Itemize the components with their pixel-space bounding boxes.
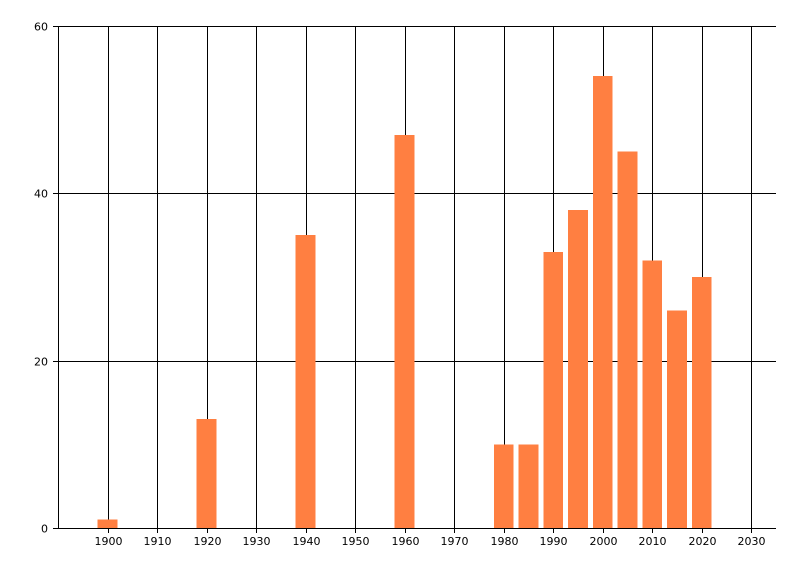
bar-2000 <box>592 76 613 528</box>
axis-layer <box>53 26 776 533</box>
x-tick-label-2030: 2030 <box>738 535 766 548</box>
x-tick-label-1950: 1950 <box>342 535 370 548</box>
y-tick-label-20: 20 <box>34 356 48 369</box>
x-tick-label-2020: 2020 <box>689 535 717 548</box>
y-tick-label-0: 0 <box>41 523 48 536</box>
bar-1990 <box>543 251 564 528</box>
bar-1980 <box>493 444 514 528</box>
bar-1985 <box>518 444 539 528</box>
y-tick-label-40: 40 <box>34 188 48 201</box>
bar-1920 <box>196 419 217 528</box>
x-tick-label-1900: 1900 <box>95 535 123 548</box>
bar-layer <box>97 76 712 529</box>
bar-1995 <box>568 210 588 529</box>
bar-2015 <box>667 310 687 528</box>
tick-label-layer: 1900 1910 1920 1930 1940 1950 1960 1970 1980 1990… <box>34 21 766 549</box>
x-tick-label-1920: 1920 <box>194 535 222 548</box>
x-tick-label-2000: 2000 <box>590 535 618 548</box>
bar-1900 <box>97 519 118 528</box>
bar-2005 <box>617 151 638 528</box>
x-tick-label-1930: 1930 <box>243 535 271 548</box>
x-tick-label-1940: 1940 <box>293 535 321 548</box>
bar-1940 <box>295 235 316 528</box>
x-tick-label-2010: 2010 <box>639 535 667 548</box>
y-tick-label-60: 60 <box>34 21 48 34</box>
x-tick-label-1980: 1980 <box>491 535 519 548</box>
x-tick-label-1960: 1960 <box>392 535 420 548</box>
bar-1960 <box>394 134 415 528</box>
x-tick-label-1910: 1910 <box>144 535 172 548</box>
bar-2020 <box>691 277 712 528</box>
bar-2010 <box>642 260 663 528</box>
x-tick-label-1990: 1990 <box>540 535 568 548</box>
x-tick-label-1970: 1970 <box>441 535 469 548</box>
